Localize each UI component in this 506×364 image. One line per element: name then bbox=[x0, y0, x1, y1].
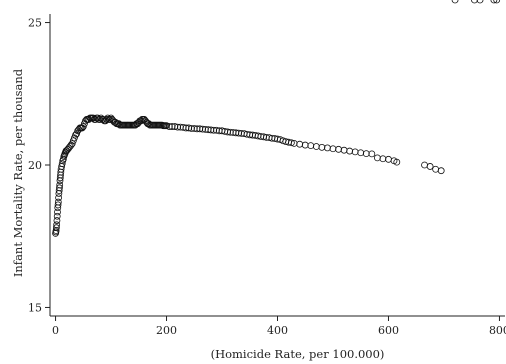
data-point bbox=[69, 137, 77, 145]
data-point bbox=[437, 167, 445, 175]
data-point bbox=[351, 148, 359, 156]
data-point bbox=[73, 130, 81, 138]
data-point bbox=[226, 128, 234, 136]
data-point bbox=[224, 128, 231, 136]
data-point bbox=[421, 161, 428, 169]
data-point bbox=[72, 131, 79, 139]
data-point bbox=[432, 165, 440, 173]
x-tick-label: 600 bbox=[378, 324, 399, 337]
data-point bbox=[54, 208, 61, 216]
data-point bbox=[79, 123, 87, 130]
data-point bbox=[58, 160, 66, 167]
data-point bbox=[67, 141, 75, 149]
data-point bbox=[53, 212, 61, 220]
data-point bbox=[56, 184, 63, 192]
x-tick-label: 200 bbox=[156, 324, 177, 337]
data-point bbox=[207, 126, 215, 134]
data-point bbox=[204, 126, 212, 134]
data-point bbox=[199, 125, 206, 133]
data-point bbox=[85, 116, 93, 123]
data-point bbox=[185, 124, 193, 132]
data-point bbox=[53, 217, 61, 224]
data-point bbox=[68, 140, 76, 148]
data-point bbox=[188, 125, 195, 132]
data-point bbox=[190, 125, 198, 132]
data-point bbox=[81, 120, 88, 128]
x-tick-label: 800 bbox=[489, 324, 506, 337]
data-point bbox=[99, 116, 107, 123]
data-point bbox=[340, 146, 348, 154]
data-point bbox=[52, 224, 60, 232]
data-point bbox=[296, 140, 304, 148]
data-point bbox=[451, 0, 459, 4]
data-point bbox=[53, 221, 61, 229]
data-point bbox=[235, 129, 243, 137]
data-point bbox=[215, 127, 223, 135]
data-point bbox=[179, 123, 187, 131]
data-point bbox=[55, 194, 62, 202]
data-point bbox=[78, 124, 86, 132]
data-point bbox=[213, 126, 220, 134]
x-axis-title: (Homicide Rate, per 100.000) bbox=[211, 347, 385, 361]
data-point bbox=[307, 142, 315, 150]
x-tick-label: 400 bbox=[267, 324, 288, 337]
data-point bbox=[335, 145, 342, 153]
y-axis-title: Infant Mortality Rate, per thousand bbox=[11, 68, 25, 277]
data-point bbox=[362, 150, 370, 158]
data-point bbox=[346, 147, 354, 155]
data-point bbox=[174, 123, 182, 131]
data-point bbox=[229, 129, 237, 136]
data-point bbox=[54, 201, 62, 209]
data-point bbox=[165, 123, 173, 130]
data-point bbox=[324, 144, 331, 152]
data-point bbox=[373, 154, 381, 162]
data-point bbox=[393, 158, 401, 166]
data-point bbox=[318, 143, 326, 151]
y-tick-label: 15 bbox=[28, 301, 42, 314]
y-tick-label: 20 bbox=[28, 159, 42, 172]
data-point bbox=[210, 126, 218, 134]
data-point bbox=[201, 125, 209, 133]
data-point bbox=[301, 141, 309, 149]
data-point bbox=[246, 131, 254, 139]
data-point bbox=[471, 0, 478, 4]
data-point bbox=[71, 134, 78, 142]
data-points bbox=[52, 0, 501, 237]
data-point bbox=[379, 155, 387, 163]
data-point bbox=[103, 116, 110, 123]
data-point bbox=[368, 150, 376, 158]
data-point bbox=[171, 123, 179, 130]
x-tick-label: 0 bbox=[52, 324, 59, 337]
data-point bbox=[426, 163, 434, 170]
data-point bbox=[490, 0, 498, 4]
data-point bbox=[54, 198, 62, 206]
data-point bbox=[232, 129, 240, 137]
data-point bbox=[168, 123, 176, 130]
data-point bbox=[56, 181, 64, 189]
data-point bbox=[329, 145, 337, 153]
data-point bbox=[104, 114, 112, 122]
data-point bbox=[287, 139, 295, 147]
data-point bbox=[182, 124, 190, 132]
data-point bbox=[196, 125, 204, 133]
data-point bbox=[312, 143, 320, 150]
data-point bbox=[385, 155, 392, 163]
axes: 0 200 400 600 800 15 20 25 (Homicide Rate, per 1… bbox=[11, 14, 506, 361]
data-point bbox=[476, 0, 484, 4]
data-point bbox=[357, 149, 365, 157]
data-point bbox=[493, 0, 501, 4]
data-point bbox=[193, 125, 201, 133]
y-tick-label: 25 bbox=[28, 17, 42, 30]
